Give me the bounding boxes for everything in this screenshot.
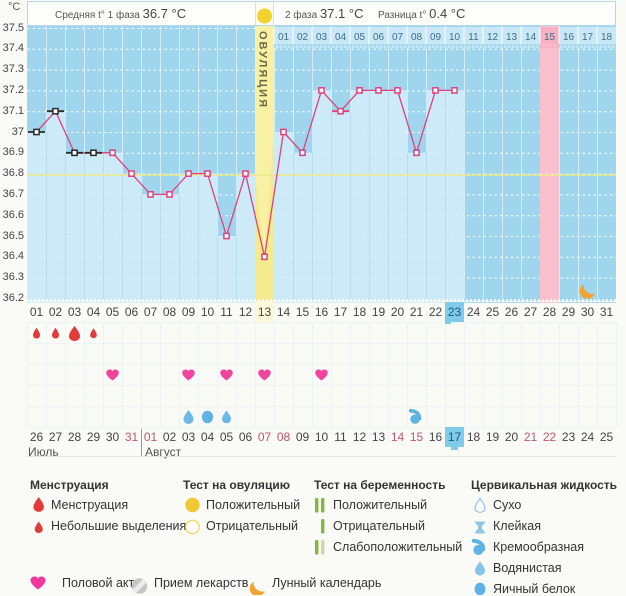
svg-text:16: 16 [563,32,575,43]
svg-text:12: 12 [487,32,499,43]
svg-text:18: 18 [601,32,613,43]
svg-text:ОВУЛЯЦИЯ: ОВУЛЯЦИЯ [257,31,269,109]
svg-text:03: 03 [316,32,328,43]
svg-text:07: 07 [392,32,404,43]
svg-text:11: 11 [468,32,479,43]
svg-text:09: 09 [430,32,442,43]
svg-text:02: 02 [297,32,309,43]
svg-text:13: 13 [506,32,518,43]
svg-text:08: 08 [411,32,423,43]
svg-text:15: 15 [544,32,556,43]
svg-text:10: 10 [449,32,461,43]
svg-text:06: 06 [373,32,385,43]
svg-text:01: 01 [278,32,290,43]
svg-text:14: 14 [525,32,537,43]
svg-text:04: 04 [335,32,347,43]
svg-text:05: 05 [354,32,366,43]
svg-text:17: 17 [582,32,594,43]
